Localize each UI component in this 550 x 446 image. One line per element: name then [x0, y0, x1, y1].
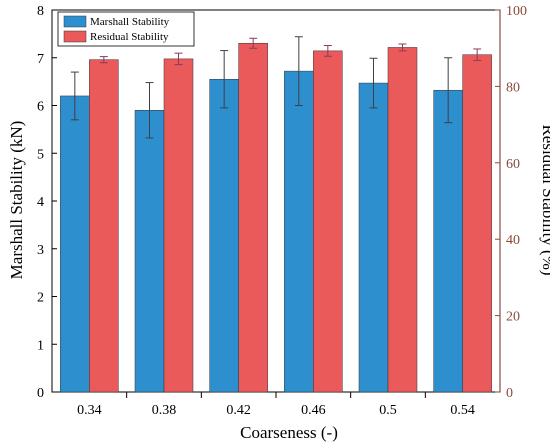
error-bar-marshall-stability-0-42	[220, 50, 229, 109]
left-tick-label: 0	[37, 386, 44, 401]
left-tick-label: 3	[37, 243, 44, 258]
x-tick-label-0-46: 0.46	[301, 403, 326, 418]
bar-marshall-stability-0-5	[358, 82, 389, 393]
bar-residual-stability-0-5	[387, 47, 418, 393]
bar-marshall-stability-0-34	[60, 95, 90, 393]
x-tick-label-0-5: 0.5	[379, 403, 397, 418]
bar-residual-stability-0-38	[163, 58, 194, 393]
error-bar-residual-stability-0-46	[323, 45, 332, 57]
left-tick-label: 7	[37, 52, 44, 67]
error-bar-residual-stability-0-42	[249, 37, 258, 49]
legend-swatch-residual-stability	[63, 30, 87, 43]
left-tick-label: 5	[37, 147, 44, 162]
x-axis: 0.34 0.38 0.42 0.46 0.5 0.54	[77, 392, 475, 418]
x-tick-label-0-38: 0.38	[152, 403, 177, 418]
plot-frame	[51, 9, 501, 393]
legend-swatch-marshall-stability	[63, 15, 87, 28]
legend-label-residual-stability: Residual Stability	[90, 31, 169, 43]
legend-label-marshall-stability: Marshall Stability	[90, 16, 170, 28]
x-tick-label-0-42: 0.42	[226, 403, 251, 418]
x-axis-title: Coarseness (-)	[240, 423, 338, 442]
left-tick-label: 1	[37, 338, 44, 353]
right-tick-label: 100	[506, 4, 527, 19]
error-bar-residual-stability-0-54	[473, 48, 482, 61]
bars-layer	[60, 42, 492, 393]
error-bar-residual-stability-0-38	[174, 52, 183, 66]
error-bar-residual-stability-0-5	[398, 43, 407, 52]
right-tick-label: 0	[506, 386, 513, 401]
bar-residual-stability-0-54	[462, 54, 492, 393]
bar-marshall-stability-0-38	[134, 110, 165, 393]
error-bar-residual-stability-0-34	[99, 56, 108, 64]
bar-residual-stability-0-46	[313, 50, 343, 393]
error-bar-marshall-stability-0-38	[145, 82, 154, 139]
legend: Marshall Stability Residual Stability	[57, 11, 195, 47]
bar-marshall-stability-0-42	[209, 78, 239, 393]
error-bar-marshall-stability-0-46	[294, 36, 303, 106]
error-bar-marshall-stability-0-54	[444, 57, 453, 124]
right-axis-title: Residual Stability (%)	[539, 124, 550, 275]
right-axis: 0 20 40 60 80 100	[495, 4, 527, 401]
bar-marshall-stability-0-46	[284, 70, 314, 393]
left-tick-label: 8	[37, 4, 44, 19]
bar-residual-stability-0-42	[238, 42, 268, 393]
right-tick-label: 80	[506, 80, 520, 95]
left-tick-label: 4	[37, 195, 44, 210]
right-tick-label: 20	[506, 310, 520, 325]
error-bars-layer	[70, 36, 482, 139]
right-tick-label: 60	[506, 157, 520, 172]
left-axis-title: Marshall Stability (kN)	[7, 121, 26, 280]
right-tick-label: 40	[506, 233, 520, 248]
plot-area	[51, 9, 501, 393]
x-tick-label-0-54: 0.54	[450, 403, 475, 418]
left-tick-label: 2	[37, 291, 44, 306]
x-tick-label-0-34: 0.34	[77, 403, 102, 418]
bar-marshall-stability-0-54	[433, 89, 463, 393]
error-bar-marshall-stability-0-5	[369, 57, 378, 109]
left-tick-label: 6	[37, 100, 44, 115]
error-bar-marshall-stability-0-34	[70, 71, 79, 121]
left-axis: 0 1 2 3 4 5 6 7 8	[37, 4, 57, 401]
bar-residual-stability-0-34	[89, 59, 119, 393]
